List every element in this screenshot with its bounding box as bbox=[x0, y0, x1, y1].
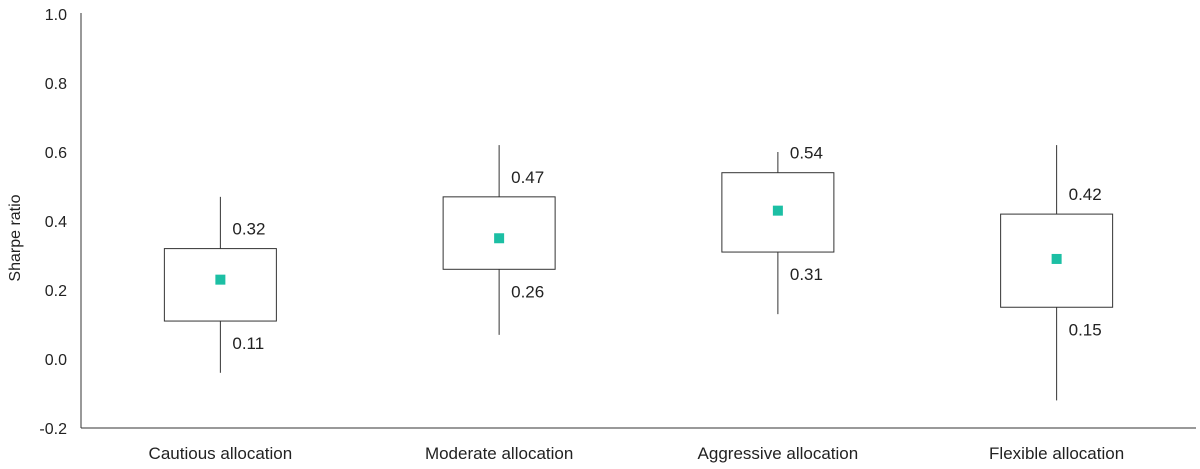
box-group: 0.42 0.15 bbox=[1000, 145, 1114, 401]
q3-label: 0.47 bbox=[511, 168, 544, 187]
y-tick-label: 1.0 bbox=[45, 7, 67, 24]
q1-label: 0.15 bbox=[1069, 320, 1102, 339]
y-tick-label: 0.4 bbox=[45, 214, 67, 231]
q1-label: 0.11 bbox=[232, 334, 264, 353]
mean-marker bbox=[772, 205, 783, 216]
box-rect bbox=[1000, 213, 1114, 308]
boxes-layer: 0.32 0.11 0.47 0.26 0.54 0.31 0.42 0.15 bbox=[163, 144, 1114, 401]
box-group: 0.54 0.31 bbox=[721, 144, 835, 315]
y-tick-label: 0.6 bbox=[45, 145, 67, 162]
y-tick-label: -0.2 bbox=[39, 421, 67, 438]
y-axis-label: Sharpe ratio bbox=[7, 194, 24, 281]
x-ticks: Cautious allocation Moderate allocation Ag… bbox=[149, 444, 1125, 463]
box-rect bbox=[442, 196, 556, 270]
y-tick-label: 0.8 bbox=[45, 76, 67, 93]
q1-label: 0.26 bbox=[511, 282, 544, 301]
y-tick-label: 0.2 bbox=[45, 283, 67, 300]
mean-marker bbox=[1051, 253, 1062, 264]
y-tick-label: 0.0 bbox=[45, 352, 67, 369]
box-rect bbox=[163, 248, 277, 322]
y-ticks: 1.0 0.8 0.6 0.4 0.2 0.0 -0.2 bbox=[39, 7, 67, 438]
mean-marker bbox=[494, 233, 505, 244]
x-tick-label: Flexible allocation bbox=[989, 444, 1124, 463]
q1-label: 0.31 bbox=[790, 265, 823, 284]
q3-label: 0.54 bbox=[790, 144, 823, 163]
x-tick-label: Aggressive allocation bbox=[698, 444, 859, 463]
box-group: 0.47 0.26 bbox=[442, 145, 556, 335]
box-rect bbox=[721, 172, 835, 253]
x-tick-label: Moderate allocation bbox=[425, 444, 573, 463]
box-group: 0.32 0.11 bbox=[163, 196, 277, 373]
q3-label: 0.32 bbox=[232, 220, 265, 239]
q3-label: 0.42 bbox=[1069, 185, 1102, 204]
mean-marker bbox=[215, 274, 226, 285]
x-tick-label: Cautious allocation bbox=[149, 444, 293, 463]
